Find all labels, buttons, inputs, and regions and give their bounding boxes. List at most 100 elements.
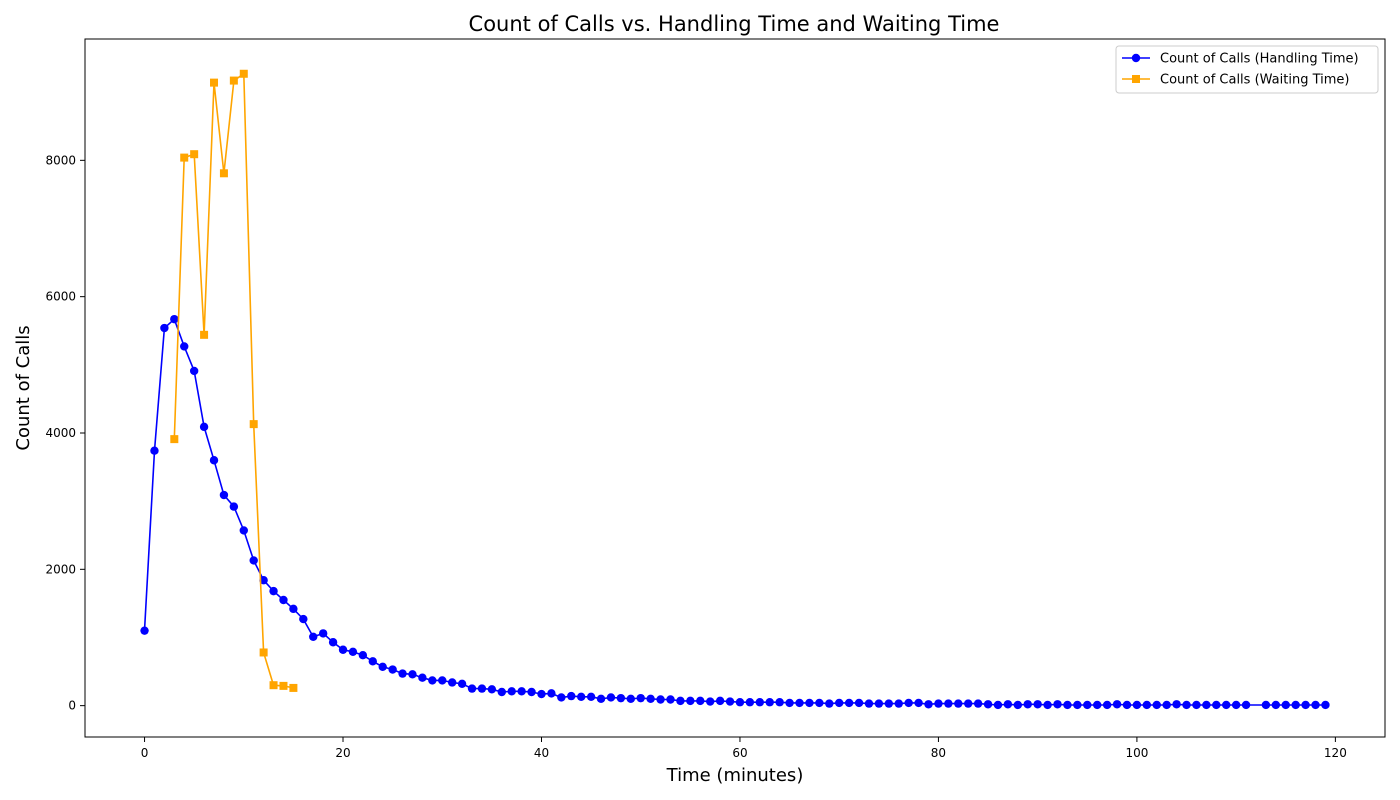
series-1-point bbox=[854, 698, 864, 708]
series-1-point bbox=[864, 699, 874, 708]
series-2-point bbox=[239, 69, 248, 78]
series-2-point bbox=[289, 683, 298, 692]
series-1-point bbox=[606, 693, 616, 702]
series-1-point bbox=[517, 687, 526, 696]
chart-title: Count of Calls vs. Handling Time and Wai… bbox=[469, 12, 1000, 36]
y-tick-label: 0 bbox=[68, 699, 76, 713]
series-1-point bbox=[1212, 700, 1221, 710]
legend-label: Count of Calls (Handling Time) bbox=[1160, 52, 1359, 67]
series-1-point bbox=[279, 595, 288, 605]
series-2-point bbox=[269, 681, 278, 690]
x-tick-label: 20 bbox=[335, 746, 350, 760]
series-1-point bbox=[884, 699, 894, 708]
series-1-point bbox=[1063, 700, 1072, 710]
series-1-point bbox=[785, 698, 794, 708]
series-1-point bbox=[1122, 700, 1132, 710]
series-1-point bbox=[1053, 700, 1062, 709]
series-2-point bbox=[229, 76, 238, 85]
series-1-point bbox=[944, 699, 953, 708]
series-1-point bbox=[646, 694, 655, 704]
series-1-point bbox=[418, 673, 427, 682]
series-1-point bbox=[249, 556, 258, 565]
series-1-point bbox=[219, 490, 229, 500]
series-1-point bbox=[1152, 700, 1161, 710]
series-1-point bbox=[318, 629, 328, 638]
series-1-point bbox=[199, 422, 209, 432]
series-1-point bbox=[189, 366, 199, 376]
series-1-point bbox=[934, 699, 943, 708]
series-1-point bbox=[636, 693, 645, 703]
series-1-point bbox=[1311, 700, 1320, 710]
series-1-point bbox=[507, 687, 516, 696]
series-1-point bbox=[180, 342, 189, 351]
series-1-point bbox=[447, 678, 457, 687]
series-1-point bbox=[834, 698, 844, 708]
series-1-point bbox=[487, 685, 497, 694]
y-tick-label: 4000 bbox=[45, 426, 76, 440]
series-1-point bbox=[289, 604, 298, 614]
series-1-point bbox=[765, 698, 774, 707]
series-1-point bbox=[755, 698, 765, 707]
series-1-point bbox=[1013, 700, 1023, 710]
series-1-point bbox=[557, 693, 566, 702]
x-tick-label: 0 bbox=[141, 746, 149, 760]
series-1-point bbox=[1003, 700, 1013, 709]
series-1-point bbox=[1271, 700, 1281, 710]
y-tick-label: 2000 bbox=[45, 562, 76, 576]
series-1-point bbox=[438, 676, 447, 685]
series-1-point bbox=[467, 684, 477, 693]
series-1-point bbox=[1023, 700, 1032, 709]
series-2-point bbox=[279, 681, 288, 690]
series-1-point bbox=[497, 687, 506, 697]
series-1-point bbox=[140, 626, 149, 635]
series-1-point bbox=[745, 698, 755, 707]
legend: Count of Calls (Handling Time) Count of C… bbox=[1115, 45, 1379, 94]
series-1-point bbox=[805, 698, 814, 708]
series-1-point bbox=[477, 684, 487, 693]
series-1-point bbox=[209, 456, 219, 465]
series-1-point bbox=[914, 698, 923, 708]
series-1-point bbox=[150, 446, 159, 455]
x-tick-label: 80 bbox=[931, 746, 946, 760]
series-1-point bbox=[1241, 700, 1251, 710]
series-1-point bbox=[993, 700, 1003, 710]
series-1-point bbox=[1182, 700, 1191, 710]
series-1-point bbox=[1192, 700, 1201, 710]
series-2-point bbox=[200, 330, 209, 339]
series-1-point bbox=[666, 695, 675, 704]
series-1-point bbox=[1083, 700, 1092, 710]
series-1-point bbox=[775, 698, 784, 707]
series-1-point bbox=[795, 698, 804, 708]
plot-area bbox=[140, 69, 1330, 710]
legend-label: Count of Calls (Waiting Time) bbox=[1160, 73, 1349, 88]
series-2-point bbox=[249, 420, 258, 429]
series-1-point bbox=[616, 693, 626, 703]
series-1-point bbox=[170, 314, 179, 324]
series-1-point bbox=[1093, 700, 1102, 710]
x-axis-title: Time (minutes) bbox=[666, 765, 804, 786]
series-1-point bbox=[983, 700, 993, 709]
series-1-point bbox=[229, 502, 239, 511]
series-1-point bbox=[964, 699, 973, 708]
series-1-point bbox=[904, 698, 913, 708]
series-2-point bbox=[170, 435, 179, 444]
series-1-point bbox=[815, 698, 824, 708]
series-1-point bbox=[239, 526, 248, 535]
series-1-point bbox=[1043, 700, 1052, 710]
series-1-point bbox=[428, 676, 437, 685]
series-1-point bbox=[1261, 700, 1271, 710]
series-1-point bbox=[338, 645, 348, 654]
legend-swatch-marker bbox=[1131, 53, 1141, 63]
series-1-point bbox=[825, 699, 834, 708]
series-1-point bbox=[1162, 700, 1171, 710]
series-1-point bbox=[299, 614, 308, 624]
series-1-point bbox=[954, 699, 963, 708]
series-1-point bbox=[626, 694, 636, 704]
series-1-point bbox=[160, 323, 169, 333]
series-1-point bbox=[735, 698, 745, 707]
series-1-point bbox=[537, 689, 546, 699]
series-1-point bbox=[705, 697, 715, 706]
series-1-point bbox=[1112, 700, 1122, 709]
